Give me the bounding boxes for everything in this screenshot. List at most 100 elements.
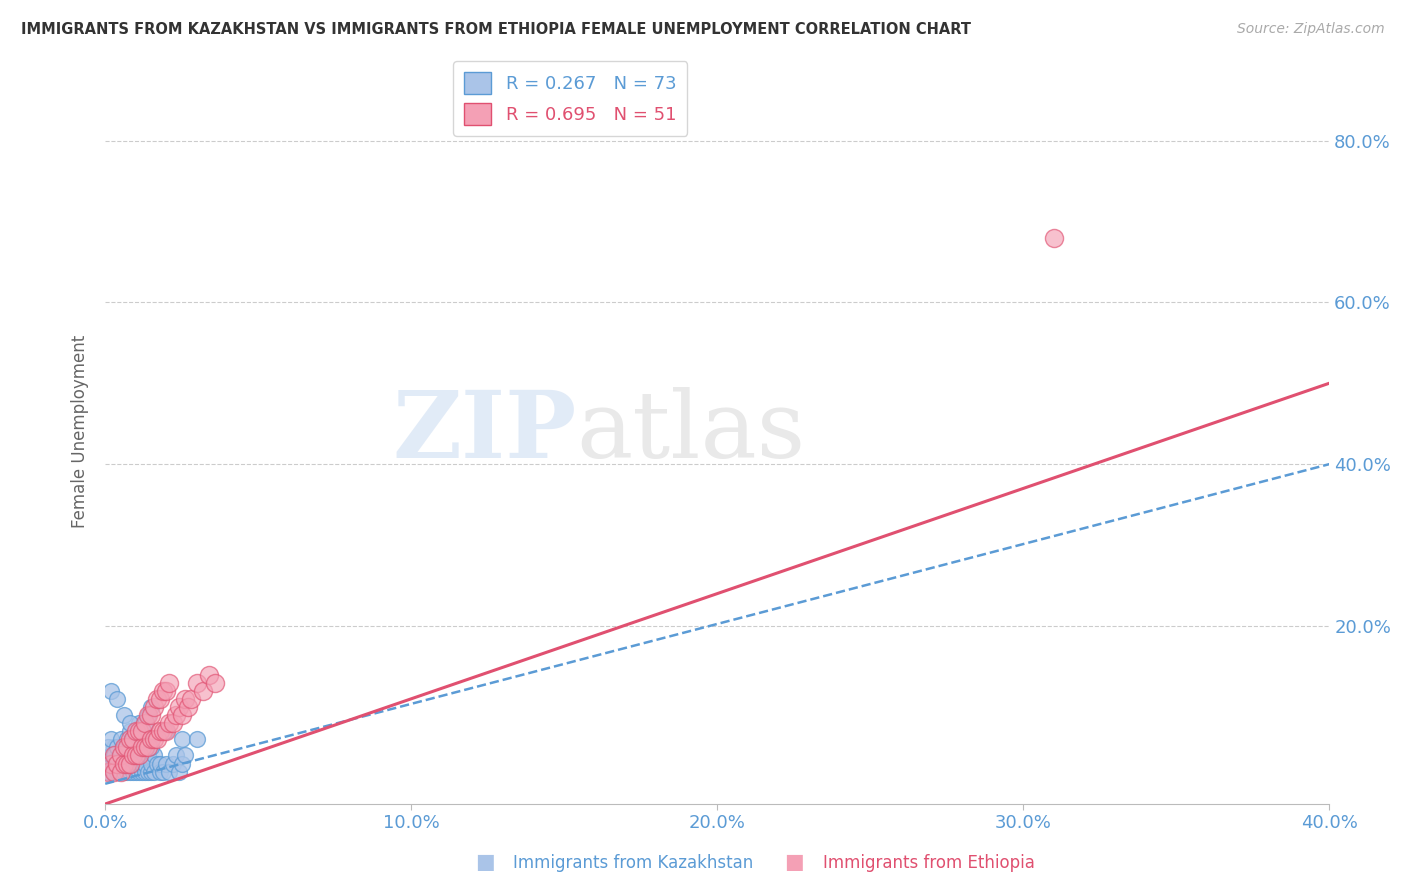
Point bbox=[125, 764, 148, 779]
Point bbox=[103, 764, 125, 779]
Point bbox=[110, 740, 132, 755]
Point bbox=[159, 716, 181, 731]
Point bbox=[165, 748, 187, 763]
Point bbox=[118, 740, 141, 755]
Point bbox=[115, 756, 138, 771]
Point bbox=[170, 756, 193, 771]
Point bbox=[125, 724, 148, 739]
Point bbox=[125, 748, 148, 763]
Point bbox=[149, 724, 172, 739]
Point bbox=[118, 756, 141, 771]
Point bbox=[110, 732, 132, 747]
Point bbox=[186, 732, 208, 747]
Point bbox=[143, 764, 166, 779]
Point bbox=[131, 740, 153, 755]
Point bbox=[155, 724, 177, 739]
Point bbox=[112, 748, 135, 763]
Point bbox=[128, 756, 150, 771]
Point bbox=[107, 740, 129, 755]
Point bbox=[103, 756, 125, 771]
Point bbox=[139, 699, 162, 714]
Point bbox=[103, 764, 125, 779]
Text: Immigrants from Ethiopia: Immigrants from Ethiopia bbox=[823, 855, 1035, 872]
Point bbox=[139, 732, 162, 747]
Text: IMMIGRANTS FROM KAZAKHSTAN VS IMMIGRANTS FROM ETHIOPIA FEMALE UNEMPLOYMENT CORRE: IMMIGRANTS FROM KAZAKHSTAN VS IMMIGRANTS… bbox=[21, 22, 972, 37]
Point bbox=[107, 691, 129, 706]
Point bbox=[139, 708, 162, 723]
Point bbox=[103, 748, 125, 763]
Point bbox=[125, 748, 148, 763]
Text: ZIP: ZIP bbox=[392, 387, 576, 477]
Point bbox=[180, 691, 202, 706]
Point bbox=[115, 740, 138, 755]
Point bbox=[134, 756, 156, 771]
Point bbox=[121, 764, 143, 779]
Point bbox=[149, 764, 172, 779]
Point bbox=[134, 740, 156, 755]
Point bbox=[103, 740, 125, 755]
Point bbox=[186, 675, 208, 690]
Point bbox=[1043, 230, 1066, 244]
Point bbox=[97, 764, 120, 779]
Point bbox=[128, 716, 150, 731]
Text: atlas: atlas bbox=[576, 387, 806, 477]
Point bbox=[121, 756, 143, 771]
Point bbox=[112, 740, 135, 755]
Text: Source: ZipAtlas.com: Source: ZipAtlas.com bbox=[1237, 22, 1385, 37]
Point bbox=[107, 756, 129, 771]
Point bbox=[128, 764, 150, 779]
Point bbox=[112, 740, 135, 755]
Point bbox=[125, 724, 148, 739]
Point bbox=[152, 724, 174, 739]
Point bbox=[146, 691, 169, 706]
Point bbox=[128, 724, 150, 739]
Point bbox=[110, 764, 132, 779]
Point bbox=[131, 724, 153, 739]
Point bbox=[118, 756, 141, 771]
Point bbox=[136, 764, 159, 779]
Point bbox=[97, 764, 120, 779]
Point bbox=[121, 732, 143, 747]
Point bbox=[118, 716, 141, 731]
Point bbox=[155, 724, 177, 739]
Point bbox=[167, 764, 190, 779]
Point bbox=[173, 691, 195, 706]
Point bbox=[149, 756, 172, 771]
Point bbox=[136, 740, 159, 755]
Point bbox=[110, 748, 132, 763]
Point bbox=[100, 683, 122, 698]
Text: Immigrants from Kazakhstan: Immigrants from Kazakhstan bbox=[513, 855, 754, 872]
Point bbox=[131, 724, 153, 739]
Point bbox=[131, 756, 153, 771]
Point bbox=[204, 675, 226, 690]
Point bbox=[110, 756, 132, 771]
Point bbox=[173, 748, 195, 763]
Point bbox=[115, 732, 138, 747]
Point bbox=[100, 756, 122, 771]
Point bbox=[170, 708, 193, 723]
Point bbox=[155, 683, 177, 698]
Point bbox=[118, 764, 141, 779]
Legend: R = 0.267   N = 73, R = 0.695   N = 51: R = 0.267 N = 73, R = 0.695 N = 51 bbox=[454, 62, 688, 136]
Point bbox=[136, 708, 159, 723]
Point bbox=[159, 675, 181, 690]
Point bbox=[191, 683, 214, 698]
Point bbox=[112, 756, 135, 771]
Point bbox=[143, 732, 166, 747]
Point bbox=[143, 699, 166, 714]
Point bbox=[134, 764, 156, 779]
Point bbox=[121, 732, 143, 747]
Point bbox=[100, 732, 122, 747]
Point bbox=[162, 756, 184, 771]
Point bbox=[149, 691, 172, 706]
Point bbox=[125, 756, 148, 771]
Point bbox=[139, 756, 162, 771]
Point bbox=[107, 756, 129, 771]
Point bbox=[170, 732, 193, 747]
Point bbox=[136, 748, 159, 763]
Point bbox=[107, 764, 129, 779]
Point bbox=[177, 699, 200, 714]
Point bbox=[139, 740, 162, 755]
Point bbox=[103, 748, 125, 763]
Point bbox=[110, 748, 132, 763]
